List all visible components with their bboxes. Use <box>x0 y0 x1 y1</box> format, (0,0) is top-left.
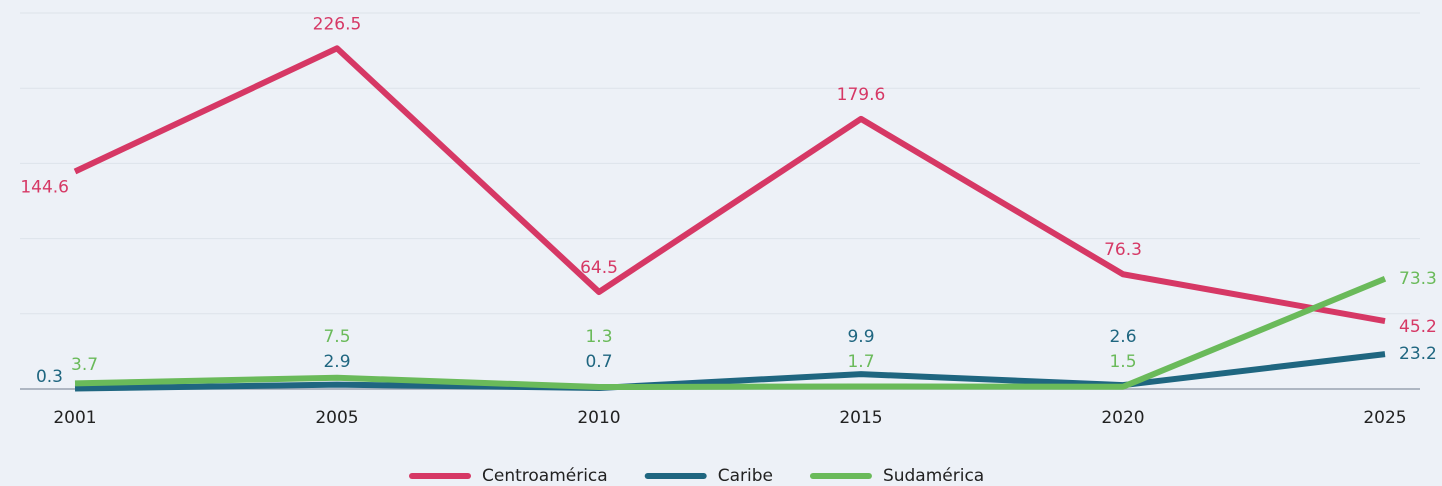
x-tick-label: 2005 <box>315 408 358 428</box>
data-label: 45.2 <box>1399 317 1437 337</box>
data-label: 3.7 <box>71 355 98 375</box>
data-label: 23.2 <box>1399 344 1437 364</box>
data-label: 1.7 <box>847 352 874 372</box>
data-label: 179.6 <box>837 85 886 105</box>
data-label: 9.9 <box>847 327 874 347</box>
data-label: 73.3 <box>1399 269 1437 289</box>
data-label: 7.5 <box>323 327 350 347</box>
data-label: 0.7 <box>585 352 612 372</box>
legend-label: Centroamérica <box>482 466 608 486</box>
data-label: 2.6 <box>1109 327 1136 347</box>
data-label: 1.3 <box>585 327 612 347</box>
x-tick-label: 2025 <box>1363 408 1406 428</box>
data-label: 144.6 <box>20 178 69 198</box>
legend-label: Caribe <box>718 466 773 486</box>
data-label: 76.3 <box>1104 240 1142 260</box>
data-label: 226.5 <box>313 14 362 34</box>
line <box>73 45 1386 324</box>
legend-label: Sudamérica <box>883 466 984 486</box>
line <box>74 351 1386 392</box>
data-label: 2.9 <box>323 352 350 372</box>
x-tick-label: 2010 <box>577 408 620 428</box>
data-label: 0.3 <box>36 367 63 387</box>
data-label: 1.5 <box>1109 352 1136 372</box>
x-tick-label: 2001 <box>53 408 96 428</box>
data-label: 64.5 <box>580 258 618 278</box>
x-tick-label: 2015 <box>839 408 882 428</box>
line <box>74 275 1387 391</box>
x-tick-label: 2020 <box>1101 408 1144 428</box>
